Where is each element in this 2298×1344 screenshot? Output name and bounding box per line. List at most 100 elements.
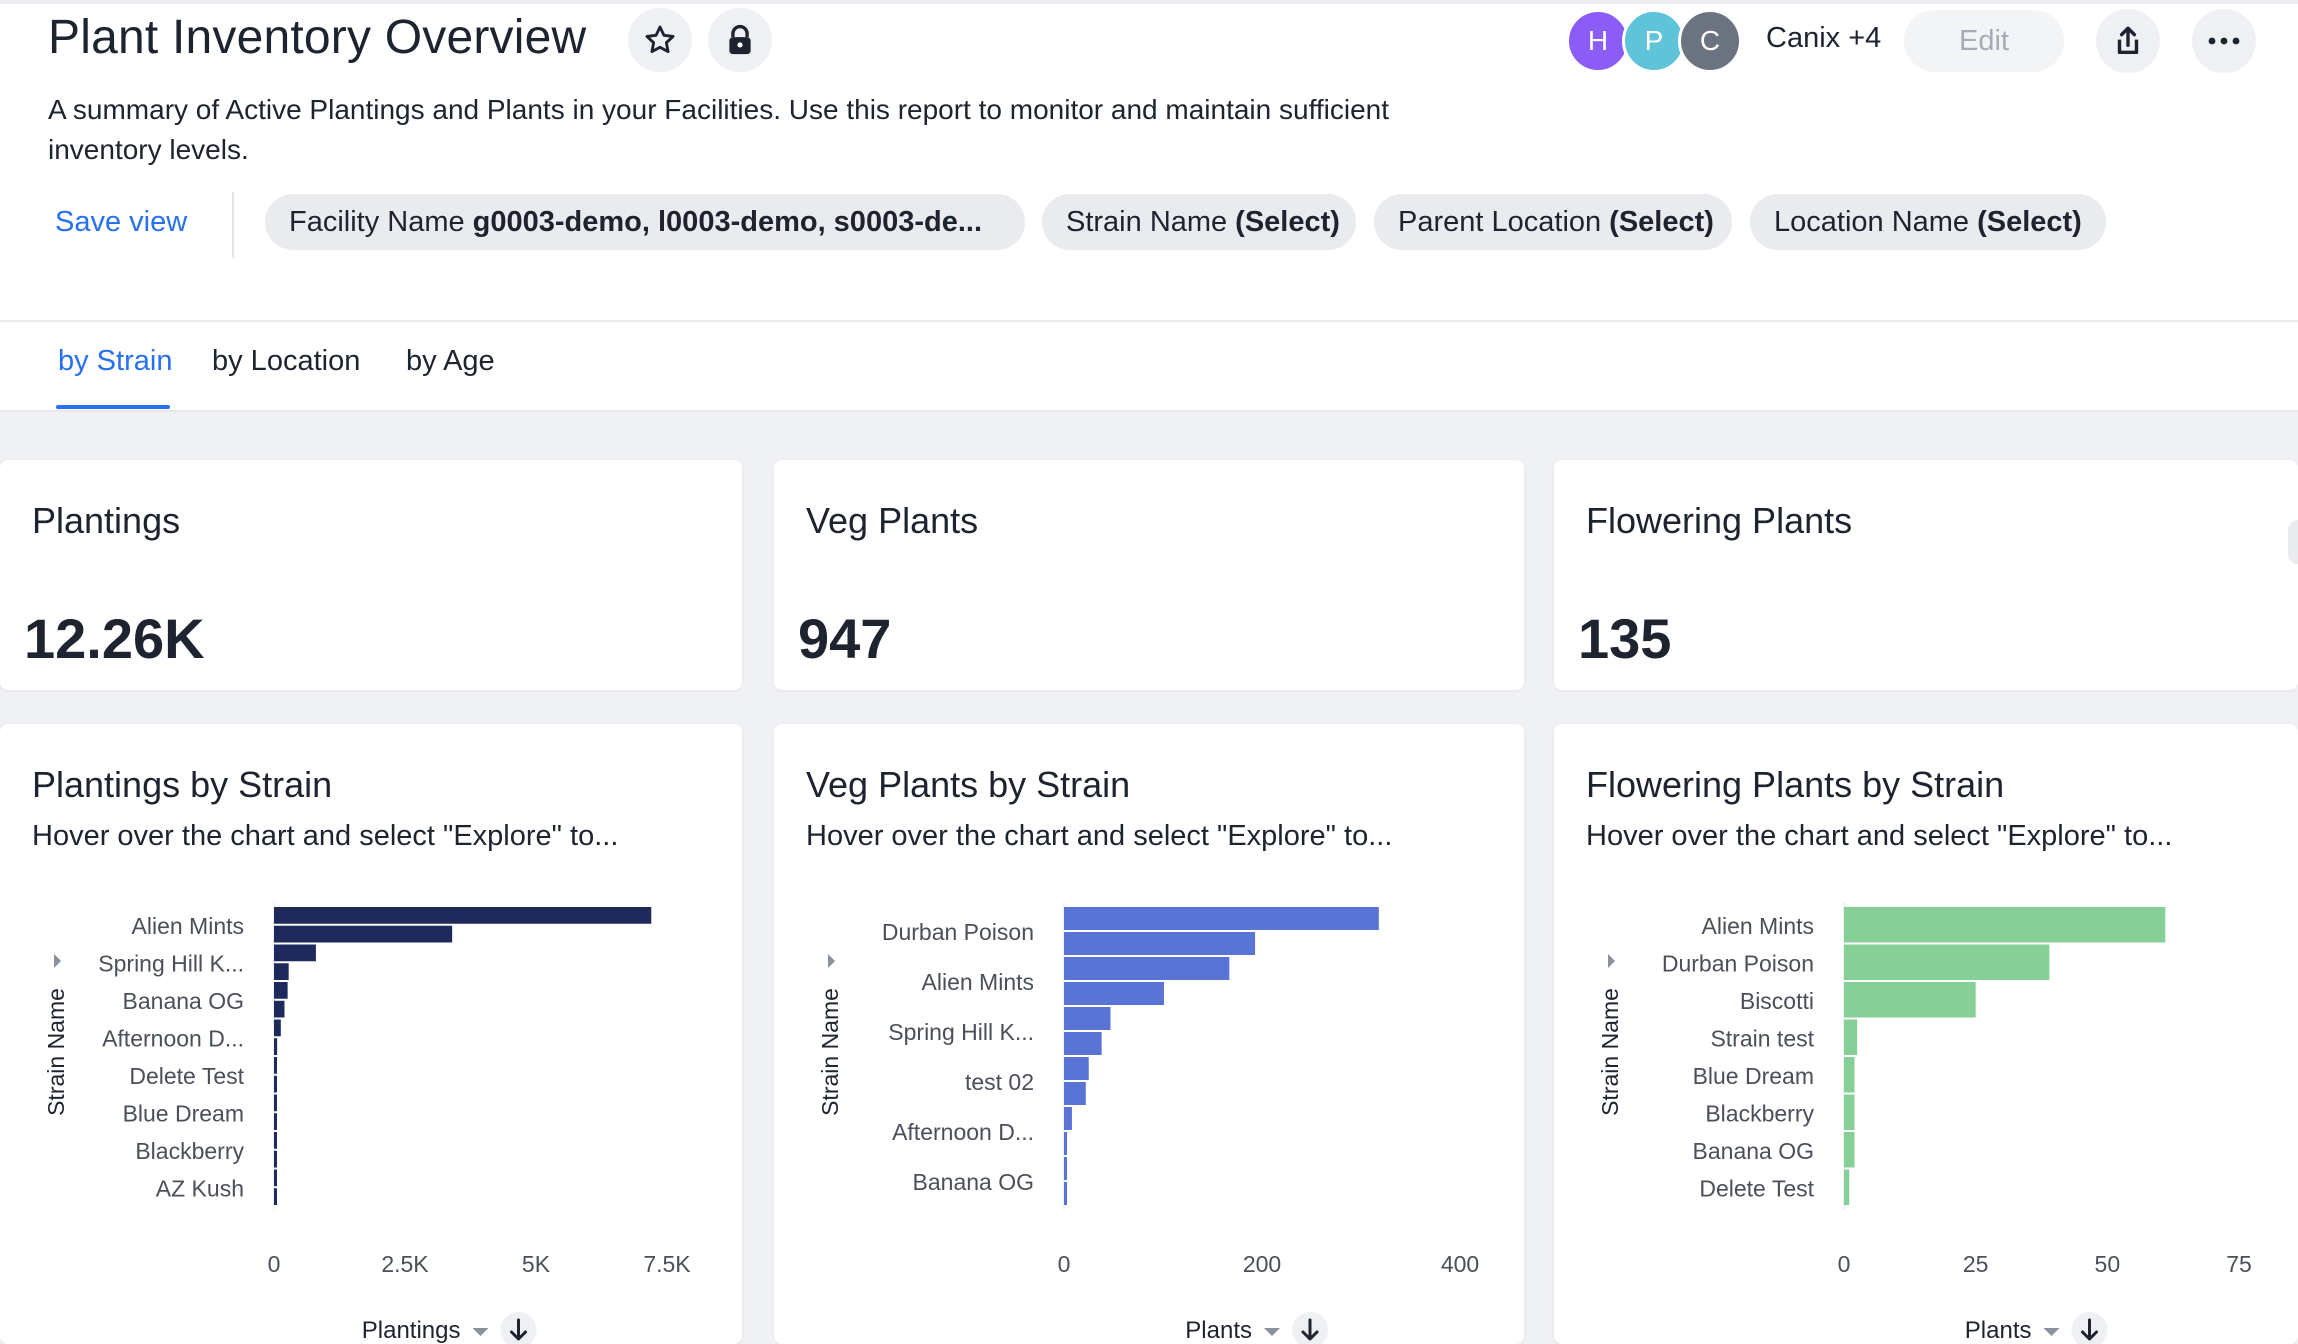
bar — [1064, 1107, 1072, 1130]
category-label: Durban Poison — [882, 919, 1034, 945]
category-label: Alien Mints — [1702, 913, 1814, 939]
kpi-card-plantings[interactable]: Plantings 12.26K — [0, 460, 742, 690]
bar — [274, 1094, 277, 1112]
kpi-value: 947 — [798, 607, 892, 670]
avatar-h[interactable]: H — [1566, 9, 1630, 73]
bar-chart-plantings[interactable]: Alien Mints Spring Hill K... Banana OG Afte… — [0, 724, 742, 1344]
x-axis-title: Plants — [1185, 1317, 1252, 1344]
bar — [1844, 1057, 1855, 1093]
collaborators-label[interactable]: Canix +4 — [1766, 22, 1882, 54]
bar — [1064, 1182, 1067, 1205]
bar — [1844, 1019, 1858, 1055]
filter-value: (Select) — [1235, 205, 1340, 238]
filter-chip-parent-location[interactable]: Parent Location (Select) — [1374, 194, 1732, 250]
bar — [274, 1188, 277, 1205]
category-label: Spring Hill K... — [98, 950, 244, 976]
share-icon — [2117, 26, 2139, 55]
share-button[interactable] — [2096, 9, 2160, 73]
x-tick-label: 400 — [1441, 1251, 1479, 1277]
bar — [274, 1038, 278, 1055]
kpi-card-flowering-plants[interactable]: Flowering Plants 135 — [1554, 460, 2298, 690]
bar — [1064, 1132, 1067, 1155]
avatar-c[interactable]: C — [1678, 9, 1742, 73]
chart-subtitle: Hover over the chart and select "Explore… — [32, 820, 619, 852]
favorite-button[interactable] — [628, 8, 692, 72]
page-title: Plant Inventory Overview — [48, 11, 587, 64]
tab-by-strain[interactable]: by Strain — [58, 345, 173, 377]
bar — [274, 925, 453, 943]
category-label: Banana OG — [123, 988, 244, 1014]
bar — [274, 1019, 281, 1037]
bar — [1064, 957, 1230, 980]
star-icon — [645, 25, 675, 54]
filter-chip-location-name[interactable]: Location Name (Select) — [1750, 194, 2106, 250]
top-border — [0, 0, 2298, 4]
save-view-link[interactable]: Save view — [55, 206, 188, 238]
category-label: Banana OG — [1693, 1138, 1814, 1164]
filter-value: (Select) — [1609, 205, 1714, 238]
x-axis-title: Plantings — [362, 1317, 461, 1344]
bar — [1064, 982, 1164, 1005]
expand-caret-icon — [828, 954, 835, 968]
category-label: Spring Hill K... — [888, 1019, 1034, 1045]
tab-bar — [0, 322, 2298, 412]
category-label: Delete Test — [1699, 1175, 1814, 1201]
bar — [274, 944, 316, 962]
bar — [1064, 1032, 1102, 1055]
x-tick-label: 200 — [1243, 1251, 1281, 1277]
x-tick-label: 0 — [1838, 1251, 1851, 1277]
header-divider — [0, 320, 2298, 322]
filter-value: (Select) — [1977, 205, 2082, 238]
active-tab-indicator — [56, 405, 170, 409]
bar — [1064, 1057, 1089, 1080]
x-tick-label: 5K — [522, 1251, 551, 1277]
kpi-value: 12.26K — [24, 607, 205, 670]
edit-button[interactable]: Edit — [1904, 10, 2064, 72]
kpi-card-veg-plants[interactable]: Veg Plants 947 — [774, 460, 1524, 690]
filter-name: Strain Name — [1066, 205, 1228, 238]
bar — [1844, 944, 2050, 980]
expand-caret-icon — [54, 954, 61, 968]
bar — [1844, 1132, 1855, 1168]
tab-by-age[interactable]: by Age — [406, 345, 495, 377]
category-label: Delete Test — [129, 1063, 244, 1089]
chart-card-plantings-by-strain[interactable]: Plantings by Strain Hover over the chart… — [0, 724, 742, 1344]
filter-chip-facility-name[interactable]: Facility Name g0003-demo, l0003-demo, s00… — [265, 194, 1025, 250]
chart-subtitle: Hover over the chart and select "Explore… — [806, 820, 1393, 852]
bar — [1064, 1157, 1067, 1180]
side-panel-handle[interactable] — [2288, 520, 2298, 564]
bar — [274, 963, 289, 980]
category-label: test 02 — [965, 1069, 1034, 1095]
category-label: Alien Mints — [132, 913, 244, 939]
tab-by-location[interactable]: by Location — [212, 345, 361, 377]
bar — [1844, 982, 1976, 1018]
bar — [1064, 1082, 1086, 1105]
filter-name: Parent Location — [1398, 205, 1602, 238]
bar-chart-flowering-plants[interactable]: Alien Mints Durban Poison Biscotti Strain t… — [1554, 724, 2298, 1344]
avatar-initial: P — [1644, 25, 1664, 56]
avatar-p[interactable]: P — [1622, 9, 1686, 73]
chart-card-flowering-plants-by-strain[interactable]: Flowering Plants by Strain Hover over th… — [1554, 724, 2298, 1344]
x-tick-label: 50 — [2095, 1251, 2121, 1277]
filter-name: Facility Name — [289, 205, 465, 238]
lock-icon — [729, 24, 751, 55]
bar — [1844, 907, 2166, 943]
lock-button[interactable] — [708, 8, 772, 72]
report-header: Plant Inventory Overview A summary of Ac… — [0, 0, 2298, 322]
bar — [1844, 1169, 1850, 1205]
category-label: Alien Mints — [922, 969, 1034, 995]
axis-dropdown-icon — [1264, 1328, 1280, 1336]
bar — [274, 1075, 277, 1093]
x-axis-title: Plants — [1965, 1317, 2032, 1344]
x-tick-label: 2.5K — [381, 1251, 429, 1277]
x-tick-label: 0 — [1058, 1251, 1071, 1277]
filter-chip-strain-name[interactable]: Strain Name (Select) — [1042, 194, 1356, 250]
category-label: AZ Kush — [156, 1175, 244, 1201]
bar-chart-veg-plants[interactable]: Durban Poison Alien Mints Spring Hill K...… — [774, 724, 1524, 1344]
filter-name: Location Name — [1774, 205, 1970, 238]
more-options-button[interactable] — [2192, 9, 2256, 73]
report-description: A summary of Active Plantings and Plants… — [48, 94, 1389, 165]
bar — [1064, 907, 1379, 930]
category-label: Blackberry — [1705, 1100, 1814, 1126]
chart-card-veg-plants-by-strain[interactable]: Veg Plants by Strain Hover over the char… — [774, 724, 1524, 1344]
